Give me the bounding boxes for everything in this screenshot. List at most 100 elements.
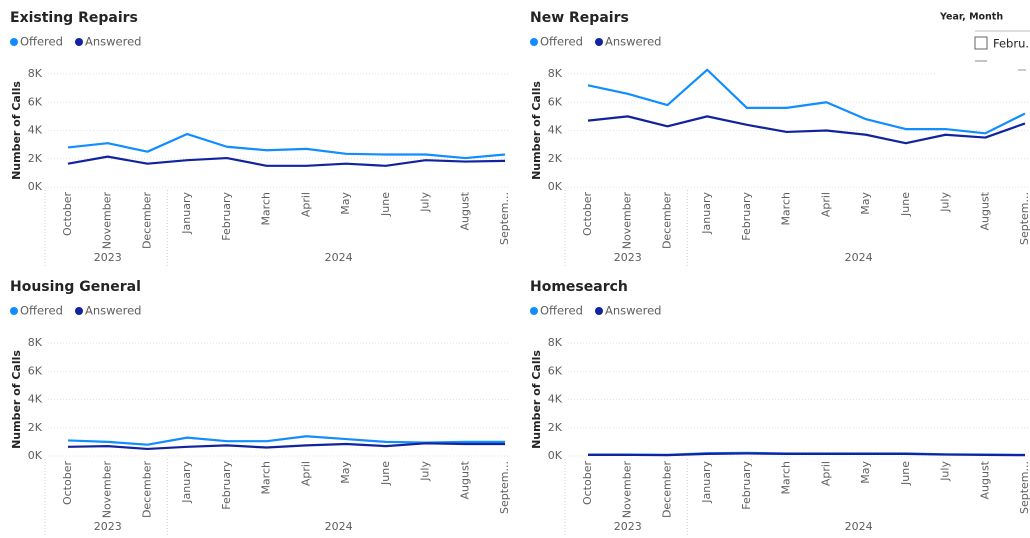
chart: New Repairs Offered Answered Number of Call… [530, 10, 1030, 268]
y-tick-label: 8K [28, 67, 43, 80]
x-tick-label: May [339, 192, 352, 215]
x-tick-label: August [458, 460, 471, 499]
x-tick-label: March [260, 461, 273, 495]
series-line [588, 452, 1026, 457]
x-tick-label: February [740, 192, 753, 241]
legend-label: Offered [20, 304, 63, 318]
y-tick-label: 4K [28, 124, 43, 137]
charts: Existing Repairs Offered Answered Number of… [10, 10, 1030, 537]
x-group-label: 2023 [94, 251, 122, 264]
y-tick-label: 0K [548, 449, 563, 462]
x-tick-label: April [299, 192, 312, 217]
slicer-checkbox[interactable] [974, 36, 988, 50]
x-tick-label: April [819, 192, 832, 217]
y-tick-label: 0K [548, 180, 563, 193]
slicer-title: Year, Month [939, 12, 1003, 23]
legend-label: Answered [605, 35, 661, 49]
chart: Homesearch Offered Answered Number of Calls… [530, 279, 1030, 537]
x-tick-label: August [458, 191, 471, 230]
slicer-item[interactable]: Febru... [993, 37, 1030, 51]
x-tick-label: January [180, 461, 193, 504]
slicer: Year, Month Febru... [935, 6, 1030, 84]
x-tick-label: July [939, 461, 952, 482]
x-group-label: 2023 [614, 251, 642, 264]
y-axis-label: Number of Calls [530, 350, 543, 449]
x-tick-label: October [61, 192, 74, 236]
y-tick-label: 6K [28, 95, 43, 108]
y-tick-label: 6K [548, 95, 563, 108]
x-tick-label: December [660, 192, 673, 250]
x-tick-label: August [978, 460, 991, 499]
legend-label: Answered [85, 304, 141, 318]
y-tick-label: 6K [28, 364, 43, 377]
y-axis-label: Number of Calls [530, 81, 543, 180]
legend-marker [595, 38, 603, 46]
x-tick-label: April [299, 461, 312, 486]
y-tick-label: 4K [548, 124, 563, 137]
x-tick-label: June [899, 461, 912, 486]
x-tick-label: October [581, 192, 594, 236]
chart-title: Existing Repairs [10, 10, 138, 26]
legend-marker [595, 307, 603, 315]
chart: Housing General Offered Answered Number of … [10, 279, 511, 537]
x-group-label: 2024 [845, 520, 873, 533]
x-tick-label: December [140, 461, 153, 519]
legend-marker [75, 307, 83, 315]
x-tick-label: February [220, 461, 233, 510]
x-group-label: 2023 [94, 520, 122, 533]
x-tick-label: December [660, 461, 673, 519]
x-tick-label: July [939, 192, 952, 213]
x-tick-label: June [379, 192, 392, 217]
x-tick-label: November [621, 192, 634, 250]
x-tick-label: July [419, 461, 432, 482]
x-tick-label: January [180, 192, 193, 235]
x-tick-label: November [621, 461, 634, 519]
legend-label: Offered [540, 304, 583, 318]
chart: Existing Repairs Offered Answered Number of… [10, 10, 511, 268]
legend-marker [75, 38, 83, 46]
x-tick-label: August [978, 191, 991, 230]
y-tick-label: 8K [548, 336, 563, 349]
legend-label: Answered [605, 304, 661, 318]
chart-title: New Repairs [530, 10, 629, 26]
series-line [67, 155, 506, 167]
x-group-label: 2024 [325, 251, 353, 264]
x-tick-label: April [819, 461, 832, 486]
x-tick-label: Septem... [498, 461, 511, 514]
chart-title: Homesearch [530, 279, 628, 295]
x-tick-label: October [581, 461, 594, 505]
y-tick-label: 8K [548, 67, 563, 80]
x-tick-label: November [101, 192, 114, 250]
x-tick-label: February [740, 461, 753, 510]
x-tick-label: March [780, 461, 793, 495]
legend-marker [530, 38, 538, 46]
x-tick-label: March [260, 192, 273, 226]
legend-marker [10, 307, 18, 315]
x-tick-label: May [859, 192, 872, 215]
x-tick-label: November [101, 461, 114, 519]
legend-label: Offered [20, 35, 63, 49]
y-tick-label: 4K [548, 393, 563, 406]
y-tick-label: 2K [548, 152, 563, 165]
x-group-label: 2024 [325, 520, 353, 533]
x-tick-label: January [700, 461, 713, 504]
legend-marker [10, 38, 18, 46]
x-group-label: 2023 [614, 520, 642, 533]
y-axis-label: Number of Calls [10, 350, 23, 449]
y-tick-label: 2K [28, 421, 43, 434]
x-tick-label: January [700, 192, 713, 235]
x-tick-label: June [899, 192, 912, 217]
x-tick-label: Septem... [1018, 192, 1030, 245]
y-tick-label: 8K [28, 336, 43, 349]
y-tick-label: 2K [28, 152, 43, 165]
chart-title: Housing General [10, 279, 141, 295]
x-tick-label: Septem... [1018, 461, 1030, 514]
x-tick-label: March [780, 192, 793, 226]
y-axis-label: Number of Calls [10, 81, 23, 180]
legend-marker [530, 307, 538, 315]
x-tick-label: May [339, 461, 352, 484]
y-tick-label: 2K [548, 421, 563, 434]
series-line [67, 442, 505, 451]
x-tick-label: Septem... [498, 192, 511, 245]
